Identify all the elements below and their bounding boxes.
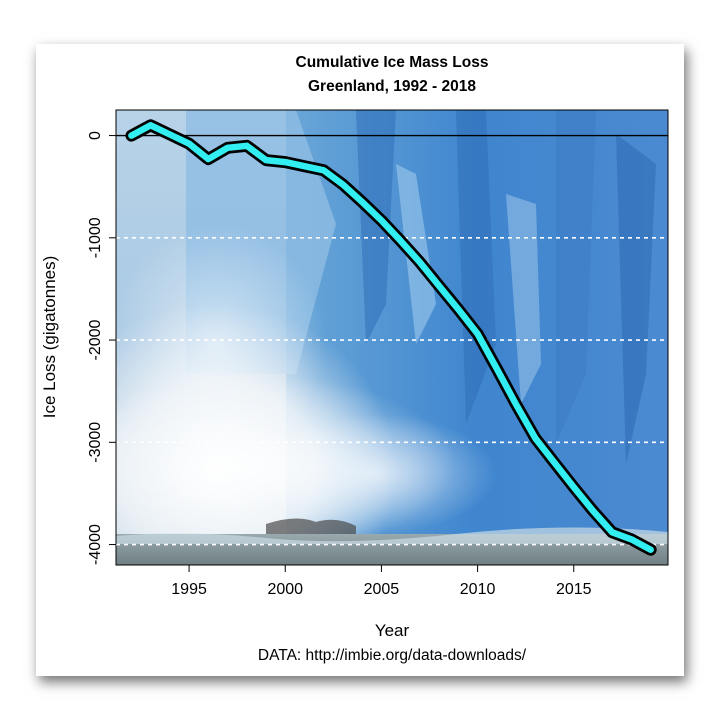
x-tick-label-1995: 1995 (171, 581, 207, 598)
y-tick-label-0: 0 (87, 131, 104, 140)
y-tick-label-neg3000: -3000 (87, 422, 104, 463)
glacier-photo-background (116, 110, 668, 565)
chart-svg: 1995 2000 2005 2010 2015 0 -1000 -2000 -3000 -40… (40, 54, 669, 664)
series-line (128, 122, 654, 553)
series-group (125, 119, 657, 556)
x-axis-title: Year (375, 621, 410, 640)
chart-subtitle: Greenland, 1992 - 2018 (308, 78, 476, 95)
data-source: DATA: http://imbie.org/data-downloads/ (258, 647, 527, 664)
x-tick-label-2005: 2005 (364, 581, 400, 598)
x-tick-label-2010: 2010 (460, 581, 496, 598)
x-axis: 1995 2000 2005 2010 2015 (171, 564, 592, 598)
x-tick-label-2000: 2000 (267, 581, 303, 598)
x-tick-label-2015: 2015 (556, 581, 592, 598)
y-axis-title: Ice Loss (gigatonnes) (40, 256, 59, 419)
y-tick-label-neg2000: -2000 (87, 319, 104, 360)
y-tick-label-neg1000: -1000 (87, 217, 104, 258)
chart-title: Cumulative Ice Mass Loss (296, 54, 489, 71)
chart-card: 1995 2000 2005 2010 2015 0 -1000 -2000 -3000 -40… (36, 44, 684, 676)
y-tick-label-neg4000: -4000 (87, 524, 104, 565)
y-axis: 0 -1000 -2000 -3000 -4000 (87, 131, 117, 565)
